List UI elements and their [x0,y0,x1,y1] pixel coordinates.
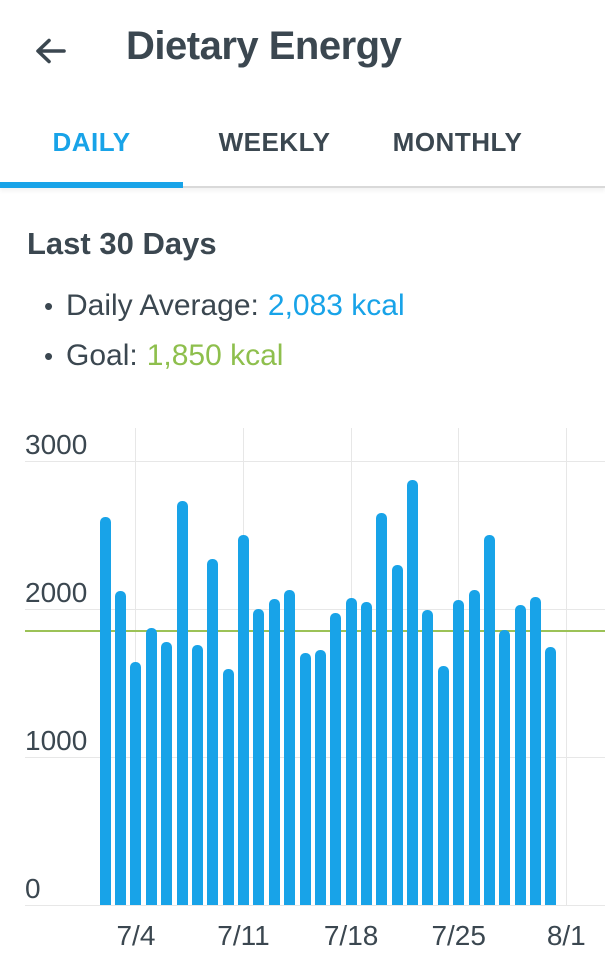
chart-bar[interactable] [284,589,296,905]
chart-bar[interactable] [391,564,403,905]
calorie-bar-chart: 0 1000 2000 3000 7/4 7/11 7/18 7/25 8/1 [0,428,605,960]
chart-bar[interactable] [530,597,542,905]
chart-bar[interactable] [468,589,480,905]
x-tick-label: 7/11 [217,920,270,951]
chart-bar[interactable] [176,500,188,905]
chart-bar[interactable] [453,600,465,905]
x-gridline [565,428,567,905]
chart-bar[interactable] [207,558,219,905]
x-tick-label: 7/18 [323,920,379,951]
x-tick-label: 8/1 [546,920,586,951]
chart-bar[interactable] [437,665,449,905]
y-gridline [25,905,605,906]
chart-bar[interactable] [514,605,526,905]
header: Dietary Energy [0,0,605,98]
average-value: 2,083 kcal [267,289,405,322]
summary-list: • Daily Average: 2,083 kcal • Goal: 1,85… [44,281,405,381]
bullet-icon: • [44,340,54,371]
tab-weekly[interactable]: WEEKLY [218,126,331,157]
chart-bar[interactable] [299,653,311,905]
arrow-left-icon [30,33,74,69]
chart-bar[interactable] [130,661,142,905]
bullet-icon: • [44,290,54,321]
chart-bar[interactable] [161,641,173,905]
chart-bar[interactable] [376,512,388,905]
chart-bar[interactable] [545,647,557,905]
y-tick-label: 2000 [25,577,88,608]
y-gridline [25,609,605,610]
chart-bar[interactable] [499,629,511,905]
chart-bar[interactable] [314,649,326,905]
x-tick-label: 7/4 [116,920,156,951]
chart-bar[interactable] [115,591,127,905]
chart-bar[interactable] [145,627,157,905]
chart-bar[interactable] [191,645,203,905]
x-tick-label: 7/25 [431,920,486,951]
goal-value: 1,850 kcal [146,339,284,372]
y-tick-label: 0 [25,873,41,904]
chart-bar[interactable] [330,613,342,905]
goal-line [25,630,605,633]
y-tick-label: 1000 [25,725,88,756]
page-title: Dietary Energy [126,24,402,68]
chart-bar[interactable] [268,598,280,905]
chart-bar[interactable] [222,668,234,905]
y-tick-label: 3000 [25,429,88,460]
tab-daily[interactable]: DAILY [0,98,183,188]
period-tabbar: DAILY WEEKLY MONTHLY [0,98,605,188]
chart-bar[interactable] [360,601,372,905]
chart-bar[interactable] [99,517,111,905]
chart-bar[interactable] [483,535,495,905]
chart-bar[interactable] [253,609,265,905]
chart-bar[interactable] [345,597,357,905]
chart-bar[interactable] [407,480,419,905]
chart-bar[interactable] [238,535,250,905]
y-gridline [25,461,605,462]
chart-bar[interactable] [422,610,434,905]
summary-item-goal: • Goal: 1,850 kcal [44,331,405,381]
summary-heading: Last 30 Days [27,226,217,261]
goal-label: Goal: [66,339,138,372]
average-label: Daily Average: [66,289,259,322]
summary-item-average: • Daily Average: 2,083 kcal [44,281,405,331]
back-button[interactable] [30,28,74,72]
tab-monthly[interactable]: MONTHLY [392,126,523,157]
